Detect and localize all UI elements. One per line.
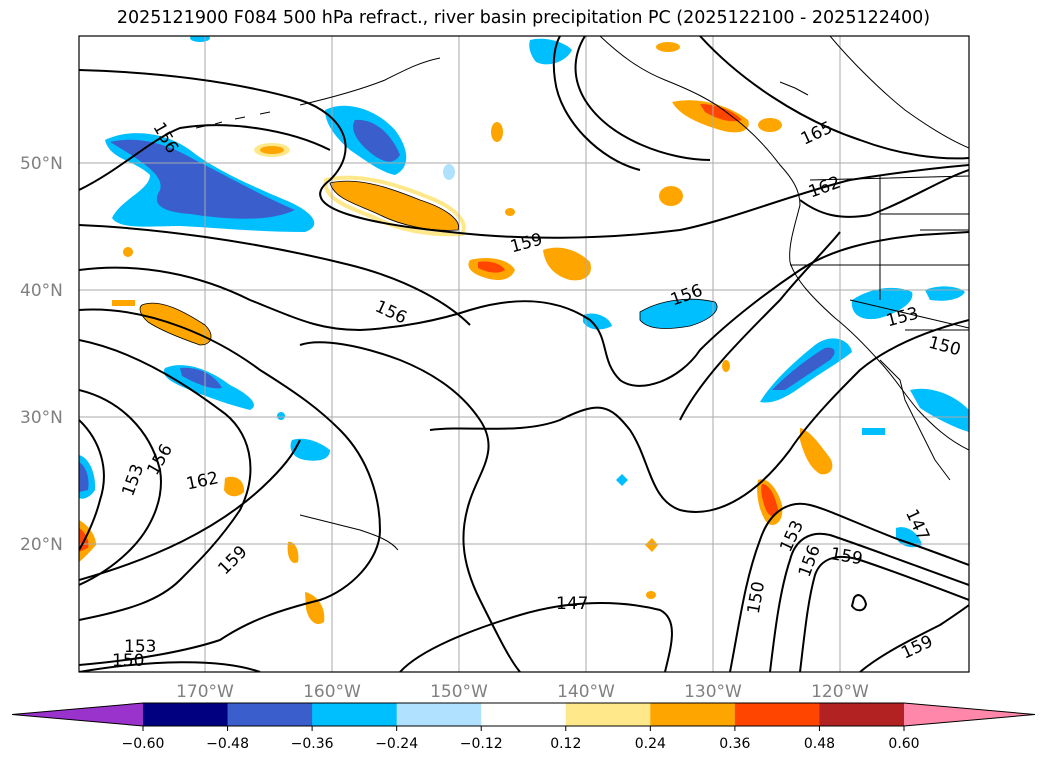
contour-label: 150 — [112, 651, 144, 671]
colorbar-tick-label: −0.60 — [122, 736, 165, 752]
colorbar-segment — [312, 703, 398, 726]
lon-label: 120°W — [811, 682, 869, 702]
longitude-labels: 170°W 160°W 150°W 140°W 130°W 120°W — [176, 682, 869, 702]
map-title: 2025121900 F084 500 hPa refract., river … — [116, 8, 931, 28]
lat-label: 20°N — [20, 535, 63, 555]
coastlines — [195, 36, 969, 551]
refractivity-contours — [79, 36, 969, 672]
lat-label: 50°N — [20, 154, 63, 174]
colorbar-segment — [734, 703, 820, 726]
colorbar-tick-label: −0.36 — [291, 736, 334, 752]
colorbar-segment — [143, 703, 229, 726]
contour-label: 147 — [556, 594, 588, 614]
colorbar-segment — [396, 703, 482, 726]
precip-shading — [79, 36, 969, 625]
colorbar-tick-label: −0.24 — [375, 736, 418, 752]
colorbar-segment — [481, 703, 567, 726]
lat-label: 40°N — [20, 281, 63, 301]
colorbar-segment — [565, 703, 651, 726]
colorbar-segment — [227, 703, 313, 726]
lon-label: 140°W — [557, 682, 615, 702]
colorbar: −0.60 −0.48 −0.36 −0.24 −0.12 0.12 0.24 0.36 0.4… — [11, 702, 1036, 752]
colorbar-extend-low — [12, 703, 143, 726]
colorbar-tick-label: 0.24 — [635, 736, 666, 752]
colorbar-tick-label: 0.48 — [804, 736, 835, 752]
colorbar-extend-high — [904, 703, 1035, 726]
colorbar-tick-label: −0.48 — [206, 736, 249, 752]
colorbar-tick-label: 0.12 — [550, 736, 581, 752]
lon-label: 170°W — [176, 682, 234, 702]
colorbar-segment — [819, 703, 905, 726]
lon-label: 160°W — [303, 682, 361, 702]
latitude-labels: 50°N 40°N 30°N 20°N — [20, 154, 63, 555]
colorbar-tick-label: 0.36 — [719, 736, 750, 752]
colorbar-tick-label: 0.60 — [888, 736, 919, 752]
contour-label: 153 — [124, 637, 156, 657]
colorbar-tick-label: −0.12 — [460, 736, 503, 752]
colorbar-segment — [650, 703, 736, 726]
lon-label: 130°W — [684, 682, 742, 702]
shading-outlines — [139, 180, 718, 346]
lon-label: 150°W — [430, 682, 488, 702]
map-frame — [78, 35, 970, 673]
lat-label: 30°N — [20, 408, 63, 428]
